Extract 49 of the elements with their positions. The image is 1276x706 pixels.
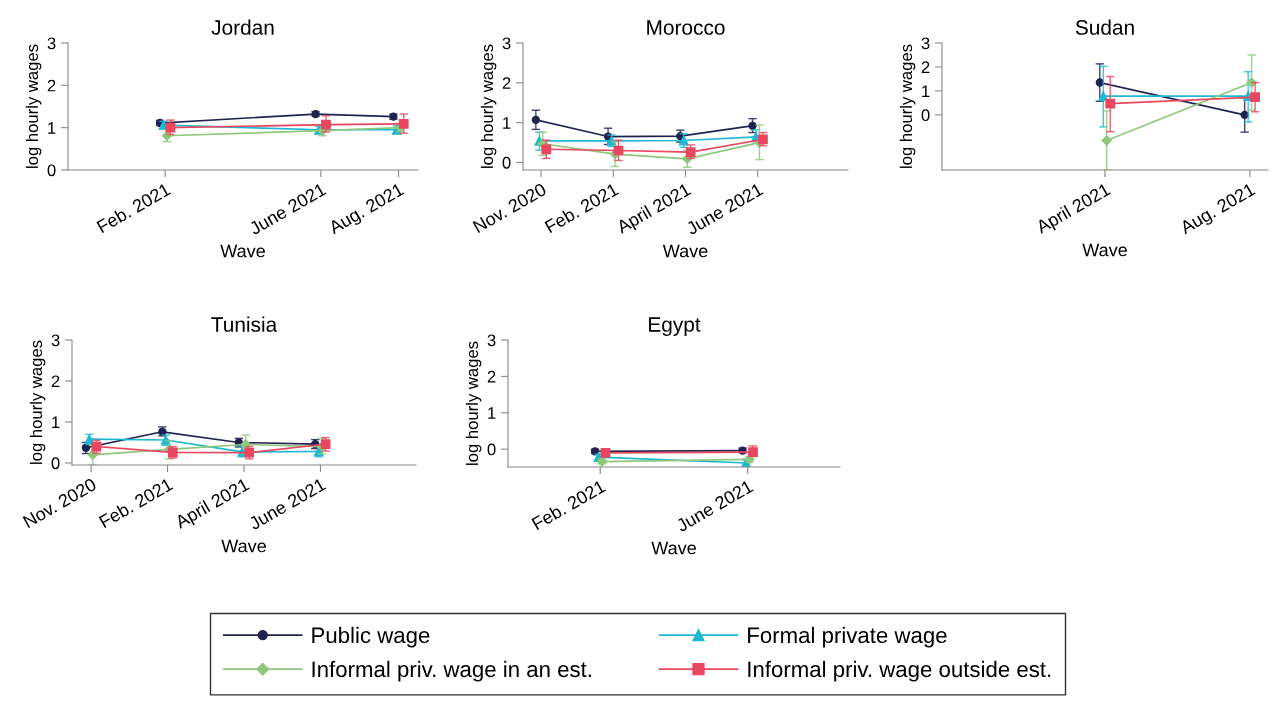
legend-label: Informal priv. wage outside est. — [748, 660, 1051, 682]
x-tick-label: June 2021 — [248, 182, 327, 236]
y-tick-label: 3 — [921, 37, 930, 50]
y-tick-label: 0 — [502, 156, 511, 169]
y-tick-label: 1 — [52, 416, 60, 429]
y-tick-label: 0 — [921, 109, 930, 122]
legend-label: Formal private wage — [748, 626, 947, 648]
y-tick-label: 2 — [921, 61, 930, 73]
y-tick-label: 0 — [51, 457, 60, 470]
chart-title: Egypt — [649, 317, 701, 336]
chart-title: Sudan — [1075, 19, 1134, 35]
x-tick-label: Nov. 2020 — [22, 477, 98, 529]
x-tick-label: Feb. 2021 — [96, 182, 172, 234]
x-tick-label: Aug. 2021 — [327, 182, 407, 238]
y-tick-label: 1 — [488, 407, 496, 419]
legend-label: Public wage — [312, 626, 430, 648]
chart-title: Tunisia — [211, 316, 278, 332]
y-tick-label: 3 — [47, 37, 56, 50]
y-axis-title: log hourly wages — [899, 44, 916, 168]
y-tick-label: 0 — [487, 443, 496, 456]
x-tick-label: April 2021 — [1034, 182, 1113, 238]
x-axis-title: Wave — [1082, 243, 1127, 257]
y-tick-label: 2 — [51, 375, 60, 388]
y-tick-label: 3 — [51, 334, 60, 347]
y-axis-title: log hourly wages — [29, 340, 46, 464]
x-tick-label: June 2021 — [675, 479, 754, 533]
y-tick-label: 1 — [922, 85, 930, 97]
y-tick-label: 3 — [502, 37, 511, 50]
x-axis-title: Wave — [662, 244, 708, 258]
y-tick-label: 3 — [487, 334, 496, 347]
y-axis-title: log hourly wages — [465, 341, 482, 465]
y-axis-title: log hourly wages — [25, 44, 42, 168]
y-tick-label: 2 — [502, 77, 511, 89]
x-tick-label: Feb. 2021 — [531, 479, 607, 531]
x-axis-title: Wave — [221, 539, 266, 553]
chart-title: Morocco — [647, 20, 725, 35]
x-tick-label: Feb. 2021 — [98, 477, 174, 529]
x-axis-title: Wave — [220, 244, 265, 258]
y-tick-label: 1 — [503, 117, 511, 129]
chart-title: Jordan — [211, 19, 274, 35]
y-tick-label: 0 — [47, 164, 56, 177]
y-axis-title: log hourly wages — [480, 44, 497, 168]
x-tick-label: Aug. 2021 — [1178, 182, 1258, 238]
x-tick-label: April 2021 — [173, 477, 252, 533]
y-tick-label: 2 — [47, 79, 56, 92]
legend-label: Informal priv. wage in an est. — [312, 660, 591, 682]
y-tick-label: 1 — [48, 122, 56, 134]
y-tick-label: 2 — [487, 370, 496, 383]
x-axis-title: Wave — [651, 541, 696, 555]
